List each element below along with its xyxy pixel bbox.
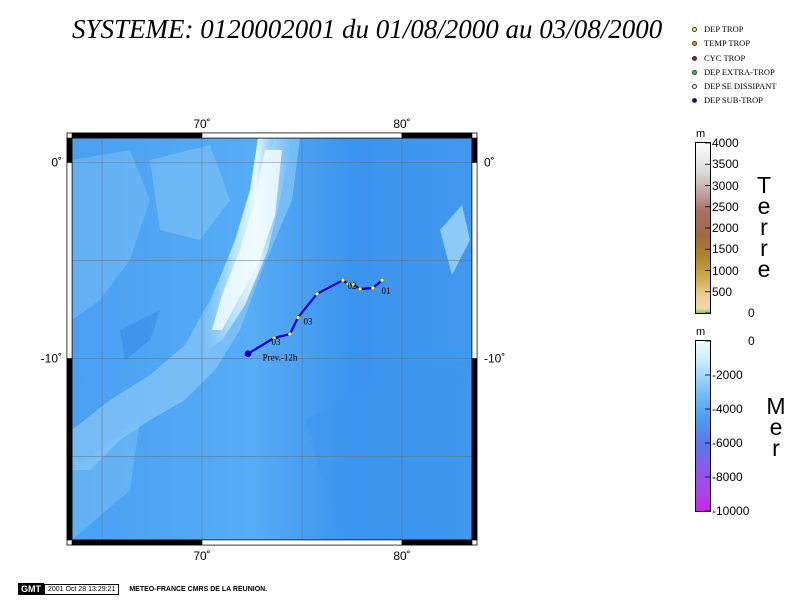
- frame-segment: [71, 539, 203, 546]
- sea-scale-unit: m: [696, 326, 706, 338]
- legend-item: TEMP TROP: [690, 38, 790, 52]
- scale-title-letter: e: [757, 256, 771, 282]
- longitude-label: 70˚: [193, 549, 210, 563]
- scale-title-letter: M: [766, 393, 786, 419]
- scale-tick-label: -4000: [712, 402, 743, 416]
- legend-label: TEMP TROP: [704, 38, 751, 49]
- legend-marker: [692, 55, 697, 61]
- legend-marker: [692, 84, 697, 90]
- track-label: Prev.-12h: [263, 353, 298, 363]
- frame-segment: [201, 539, 403, 546]
- legend-marker: [692, 27, 697, 32]
- frame-segment: [401, 132, 473, 139]
- frame-segment: [201, 132, 403, 139]
- latitude-label: -10˚: [41, 352, 62, 366]
- legend: DEP TROP TEMP TROP CYC TROP DEP EXTRA-TR…: [690, 24, 790, 110]
- legend-item: DEP EXTRA-TROP: [690, 67, 790, 81]
- axis-labels: 70˚ 70˚ 80˚ 80˚ 0˚ 0˚ -10˚ -10˚: [41, 117, 506, 563]
- map-frame: [66, 132, 478, 546]
- scale-tick-label: 0: [748, 306, 755, 320]
- longitude-label: 80˚: [393, 117, 410, 131]
- scale-tick-label: 1500: [712, 242, 739, 257]
- timestamp: 2001 Oct 28 13:29:21: [44, 583, 120, 595]
- track-point: [287, 331, 293, 337]
- track-point: [271, 335, 277, 341]
- graticule: [72, 138, 472, 540]
- credit: METEO-FRANCE CMRS DE LA REUNION.: [129, 585, 268, 593]
- scale-tick-label: -8000: [712, 470, 743, 484]
- scale-tick-label: -10000: [712, 504, 750, 518]
- scale-tick-label: 3000: [712, 178, 739, 193]
- frame-segment: [471, 162, 478, 359]
- footer: GMT 2001 Oct 28 13:29:21 METEO-FRANCE CM…: [18, 583, 267, 595]
- scale-tick-label: 2500: [712, 199, 739, 214]
- scale-tick-label: 0: [748, 334, 755, 348]
- legend-label: DEP SE DISSIPANT: [704, 81, 777, 92]
- track-point: [340, 278, 346, 283]
- legend-item: DEP TROP: [690, 24, 790, 38]
- track-point: [350, 281, 356, 287]
- frame-segment: [71, 132, 203, 139]
- scale-tick-label: 2000: [712, 221, 739, 235]
- latitude-label: -10˚: [484, 352, 505, 366]
- track-label: 03: [304, 316, 314, 326]
- scale-tick-label: 4000: [712, 136, 739, 150]
- legend-marker: [692, 69, 697, 75]
- scale-tick-label: -6000: [712, 436, 743, 450]
- scale-tick-label: 500: [712, 284, 733, 299]
- frame-segment: [66, 137, 73, 163]
- scale-tick-label: 3500: [712, 157, 739, 172]
- track-label: 03: [272, 337, 282, 347]
- legend-label: DEP EXTRA-TROP: [704, 66, 775, 77]
- track-point: [370, 285, 376, 291]
- legend-item: DEP SE DISSIPANT: [690, 81, 790, 95]
- frame-segment: [66, 358, 73, 541]
- scale-title-letter: e: [769, 414, 783, 440]
- scale-tick-label: 1000: [712, 263, 739, 278]
- frame-segment: [66, 162, 73, 359]
- legend-label: CYC TROP: [704, 52, 746, 63]
- cyclone-track: 01 02 03 03 Prev.-12h: [244, 278, 391, 363]
- scale-title-letter: r: [772, 435, 780, 461]
- longitude-label: 80˚: [393, 549, 410, 563]
- track-point: [295, 315, 301, 320]
- track-point: [244, 350, 252, 358]
- scale-title-letter: e: [757, 193, 771, 219]
- legend-label: DEP SUB-TROP: [704, 95, 763, 106]
- frame-segment: [471, 358, 478, 541]
- legend-item: CYC TROP: [690, 53, 790, 67]
- scale-title-letter: T: [756, 172, 772, 198]
- land-scale-unit: m: [696, 128, 706, 140]
- track-point: [379, 278, 385, 283]
- track-label: 02: [348, 281, 357, 291]
- land-colorbar: [695, 142, 711, 314]
- legend-label: DEP TROP: [704, 24, 744, 34]
- latitude-label: 0˚: [484, 156, 495, 170]
- sea-colorbar: [695, 340, 711, 512]
- frame-segment: [471, 137, 478, 163]
- scale-title-letter: r: [760, 235, 768, 261]
- track-point: [357, 286, 363, 292]
- legend-item: DEP SUB-TROP: [690, 95, 790, 109]
- track-point: [314, 291, 320, 296]
- frame-segment: [401, 539, 473, 546]
- legend-marker: [692, 98, 697, 104]
- longitude-label: 70˚: [193, 117, 210, 131]
- track-label: 01: [382, 286, 391, 296]
- scale-title-letter: r: [760, 214, 768, 240]
- legend-marker: [692, 41, 697, 47]
- track-point: [345, 281, 351, 287]
- gmt-logo: GMT: [18, 583, 44, 595]
- map-title: SYSTEME: 0120002001 du 01/08/2000 au 03/…: [72, 14, 663, 44]
- latitude-label: 0˚: [51, 156, 62, 170]
- scale-tick-label: -2000: [712, 368, 743, 382]
